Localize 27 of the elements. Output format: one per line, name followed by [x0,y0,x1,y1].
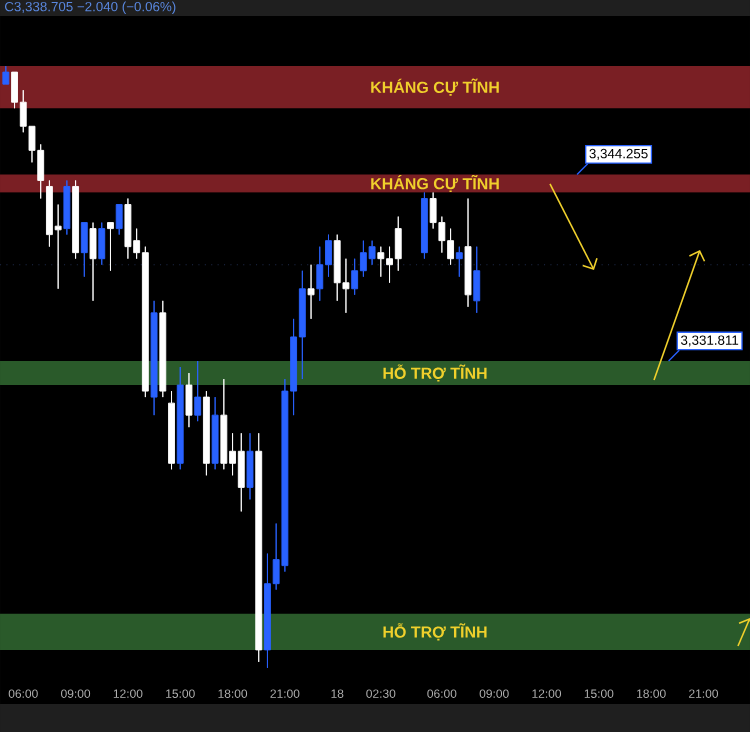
band-label: KHÁNG CỰ TĨNH [371,78,499,96]
candlestick [107,222,114,272]
candlestick [72,179,80,260]
candlestick [80,222,88,278]
candlestick [159,300,167,398]
candlestick [307,264,315,320]
candlestick [185,372,193,428]
candlestick [168,390,175,470]
candlestick [211,396,219,470]
candlestick [150,300,158,416]
candlestick [2,65,10,85]
candlestick [89,222,97,302]
candlestick [202,390,210,476]
candlestick [98,222,106,266]
candlestick [255,432,263,663]
candlestick [237,432,245,512]
candlestick [63,179,71,236]
band-label: HỖ TRỢ TĨNH [383,364,487,382]
candlestick [194,360,202,422]
candlestick [246,432,254,500]
band-label: HỖ TRỢ TĨNH [383,623,487,641]
candlestick [115,204,123,236]
band-label: KHÁNG CỰ TĨNH [371,174,499,192]
candlestick [124,198,132,260]
candlestick [377,246,385,278]
candlestick [220,378,228,470]
candlestick [176,366,184,470]
